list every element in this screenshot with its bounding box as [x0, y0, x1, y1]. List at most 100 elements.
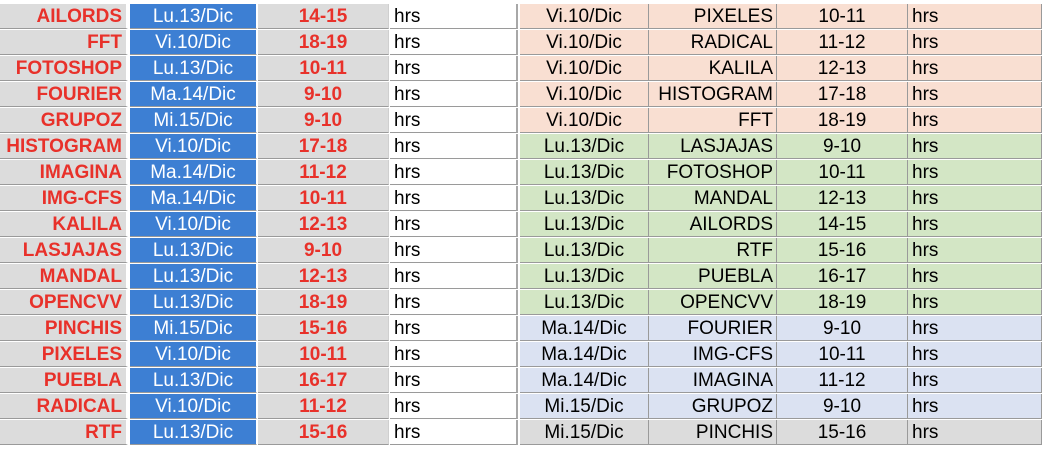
schedule-date-cell[interactable]: Vi.10/Dic [520, 4, 649, 29]
team-name-cell[interactable]: IMG-CFS [0, 186, 128, 211]
date-cell[interactable]: Lu.13/Dic [130, 56, 257, 81]
date-cell[interactable]: Lu.13/Dic [130, 264, 257, 289]
team-name-cell[interactable]: FOURIER [0, 82, 128, 107]
team-name-cell[interactable]: AILORDS [0, 4, 128, 29]
unit-cell[interactable]: hrs [390, 186, 518, 211]
unit-cell[interactable]: hrs [390, 420, 518, 445]
schedule-hours-cell[interactable]: 11-12 [777, 368, 908, 393]
hours-cell[interactable]: 9-10 [258, 82, 389, 107]
schedule-date-cell[interactable]: Vi.10/Dic [520, 82, 649, 107]
unit-cell[interactable]: hrs [390, 82, 518, 107]
date-cell[interactable]: Lu.13/Dic [130, 368, 257, 393]
schedule-team-cell[interactable]: PIXELES [649, 4, 777, 29]
schedule-hours-cell[interactable]: 17-18 [777, 82, 908, 107]
hours-cell[interactable]: 12-13 [258, 264, 389, 289]
schedule-date-cell[interactable]: Vi.10/Dic [520, 30, 649, 55]
schedule-unit-cell[interactable]: hrs [908, 212, 1042, 237]
schedule-unit-cell[interactable]: hrs [908, 30, 1042, 55]
schedule-hours-cell[interactable]: 10-11 [777, 4, 908, 29]
schedule-date-cell[interactable]: Ma.14/Dic [520, 368, 649, 393]
date-cell[interactable]: Vi.10/Dic [130, 342, 257, 367]
unit-cell[interactable]: hrs [390, 238, 518, 263]
schedule-team-cell[interactable]: FFT [649, 108, 777, 133]
hours-cell[interactable]: 10-11 [258, 342, 389, 367]
team-name-cell[interactable]: KALILA [0, 212, 128, 237]
unit-cell[interactable]: hrs [390, 134, 518, 159]
schedule-team-cell[interactable]: RTF [649, 238, 777, 263]
schedule-date-cell[interactable]: Lu.13/Dic [520, 264, 649, 289]
schedule-hours-cell[interactable]: 10-11 [777, 342, 908, 367]
team-name-cell[interactable]: PUEBLA [0, 368, 128, 393]
schedule-date-cell[interactable]: Lu.13/Dic [520, 212, 649, 237]
hours-cell[interactable]: 18-19 [258, 30, 389, 55]
schedule-team-cell[interactable]: LASJAJAS [649, 134, 777, 159]
unit-cell[interactable]: hrs [390, 56, 518, 81]
date-cell[interactable]: Mi.15/Dic [130, 316, 257, 341]
schedule-date-cell[interactable]: Vi.10/Dic [520, 108, 649, 133]
unit-cell[interactable]: hrs [390, 160, 518, 185]
date-cell[interactable]: Vi.10/Dic [130, 394, 257, 419]
schedule-date-cell[interactable]: Mi.15/Dic [520, 420, 649, 445]
schedule-team-cell[interactable]: PINCHIS [649, 420, 777, 445]
schedule-date-cell[interactable]: Lu.13/Dic [520, 290, 649, 315]
schedule-date-cell[interactable]: Ma.14/Dic [520, 342, 649, 367]
date-cell[interactable]: Lu.13/Dic [130, 420, 257, 445]
date-cell[interactable]: Lu.13/Dic [130, 4, 257, 29]
schedule-date-cell[interactable]: Lu.13/Dic [520, 238, 649, 263]
schedule-unit-cell[interactable]: hrs [908, 186, 1042, 211]
hours-cell[interactable]: 15-16 [258, 316, 389, 341]
schedule-date-cell[interactable]: Vi.10/Dic [520, 56, 649, 81]
date-cell[interactable]: Lu.13/Dic [130, 290, 257, 315]
team-name-cell[interactable]: OPENCVV [0, 290, 128, 315]
schedule-hours-cell[interactable]: 12-13 [777, 186, 908, 211]
date-cell[interactable]: Vi.10/Dic [130, 30, 257, 55]
schedule-unit-cell[interactable]: hrs [908, 238, 1042, 263]
schedule-hours-cell[interactable]: 9-10 [777, 394, 908, 419]
hours-cell[interactable]: 15-16 [258, 420, 389, 445]
unit-cell[interactable]: hrs [390, 394, 518, 419]
schedule-hours-cell[interactable]: 18-19 [777, 108, 908, 133]
unit-cell[interactable]: hrs [390, 316, 518, 341]
schedule-team-cell[interactable]: HISTOGRAM [649, 82, 777, 107]
schedule-unit-cell[interactable]: hrs [908, 368, 1042, 393]
date-cell[interactable]: Vi.10/Dic [130, 212, 257, 237]
team-name-cell[interactable]: LASJAJAS [0, 238, 128, 263]
schedule-unit-cell[interactable]: hrs [908, 56, 1042, 81]
schedule-hours-cell[interactable]: 11-12 [777, 30, 908, 55]
hours-cell[interactable]: 9-10 [258, 238, 389, 263]
hours-cell[interactable]: 16-17 [258, 368, 389, 393]
schedule-unit-cell[interactable]: hrs [908, 342, 1042, 367]
hours-cell[interactable]: 10-11 [258, 56, 389, 81]
team-name-cell[interactable]: RADICAL [0, 394, 128, 419]
schedule-hours-cell[interactable]: 14-15 [777, 212, 908, 237]
schedule-hours-cell[interactable]: 18-19 [777, 290, 908, 315]
team-name-cell[interactable]: FFT [0, 30, 128, 55]
schedule-unit-cell[interactable]: hrs [908, 82, 1042, 107]
unit-cell[interactable]: hrs [390, 368, 518, 393]
hours-cell[interactable]: 18-19 [258, 290, 389, 315]
schedule-date-cell[interactable]: Lu.13/Dic [520, 134, 649, 159]
unit-cell[interactable]: hrs [390, 30, 518, 55]
schedule-unit-cell[interactable]: hrs [908, 108, 1042, 133]
schedule-hours-cell[interactable]: 16-17 [777, 264, 908, 289]
hours-cell[interactable]: 11-12 [258, 160, 389, 185]
unit-cell[interactable]: hrs [390, 290, 518, 315]
hours-cell[interactable]: 10-11 [258, 186, 389, 211]
team-name-cell[interactable]: MANDAL [0, 264, 128, 289]
team-name-cell[interactable]: HISTOGRAM [0, 134, 128, 159]
schedule-unit-cell[interactable]: hrs [908, 160, 1042, 185]
team-name-cell[interactable]: IMAGINA [0, 160, 128, 185]
date-cell[interactable]: Lu.13/Dic [130, 238, 257, 263]
date-cell[interactable]: Ma.14/Dic [130, 186, 257, 211]
schedule-team-cell[interactable]: FOTOSHOP [649, 160, 777, 185]
date-cell[interactable]: Ma.14/Dic [130, 160, 257, 185]
schedule-unit-cell[interactable]: hrs [908, 290, 1042, 315]
hours-cell[interactable]: 14-15 [258, 4, 389, 29]
unit-cell[interactable]: hrs [390, 4, 518, 29]
schedule-team-cell[interactable]: IMAGINA [649, 368, 777, 393]
unit-cell[interactable]: hrs [390, 212, 518, 237]
schedule-unit-cell[interactable]: hrs [908, 264, 1042, 289]
schedule-team-cell[interactable]: GRUPOZ [649, 394, 777, 419]
schedule-team-cell[interactable]: FOURIER [649, 316, 777, 341]
unit-cell[interactable]: hrs [390, 108, 518, 133]
